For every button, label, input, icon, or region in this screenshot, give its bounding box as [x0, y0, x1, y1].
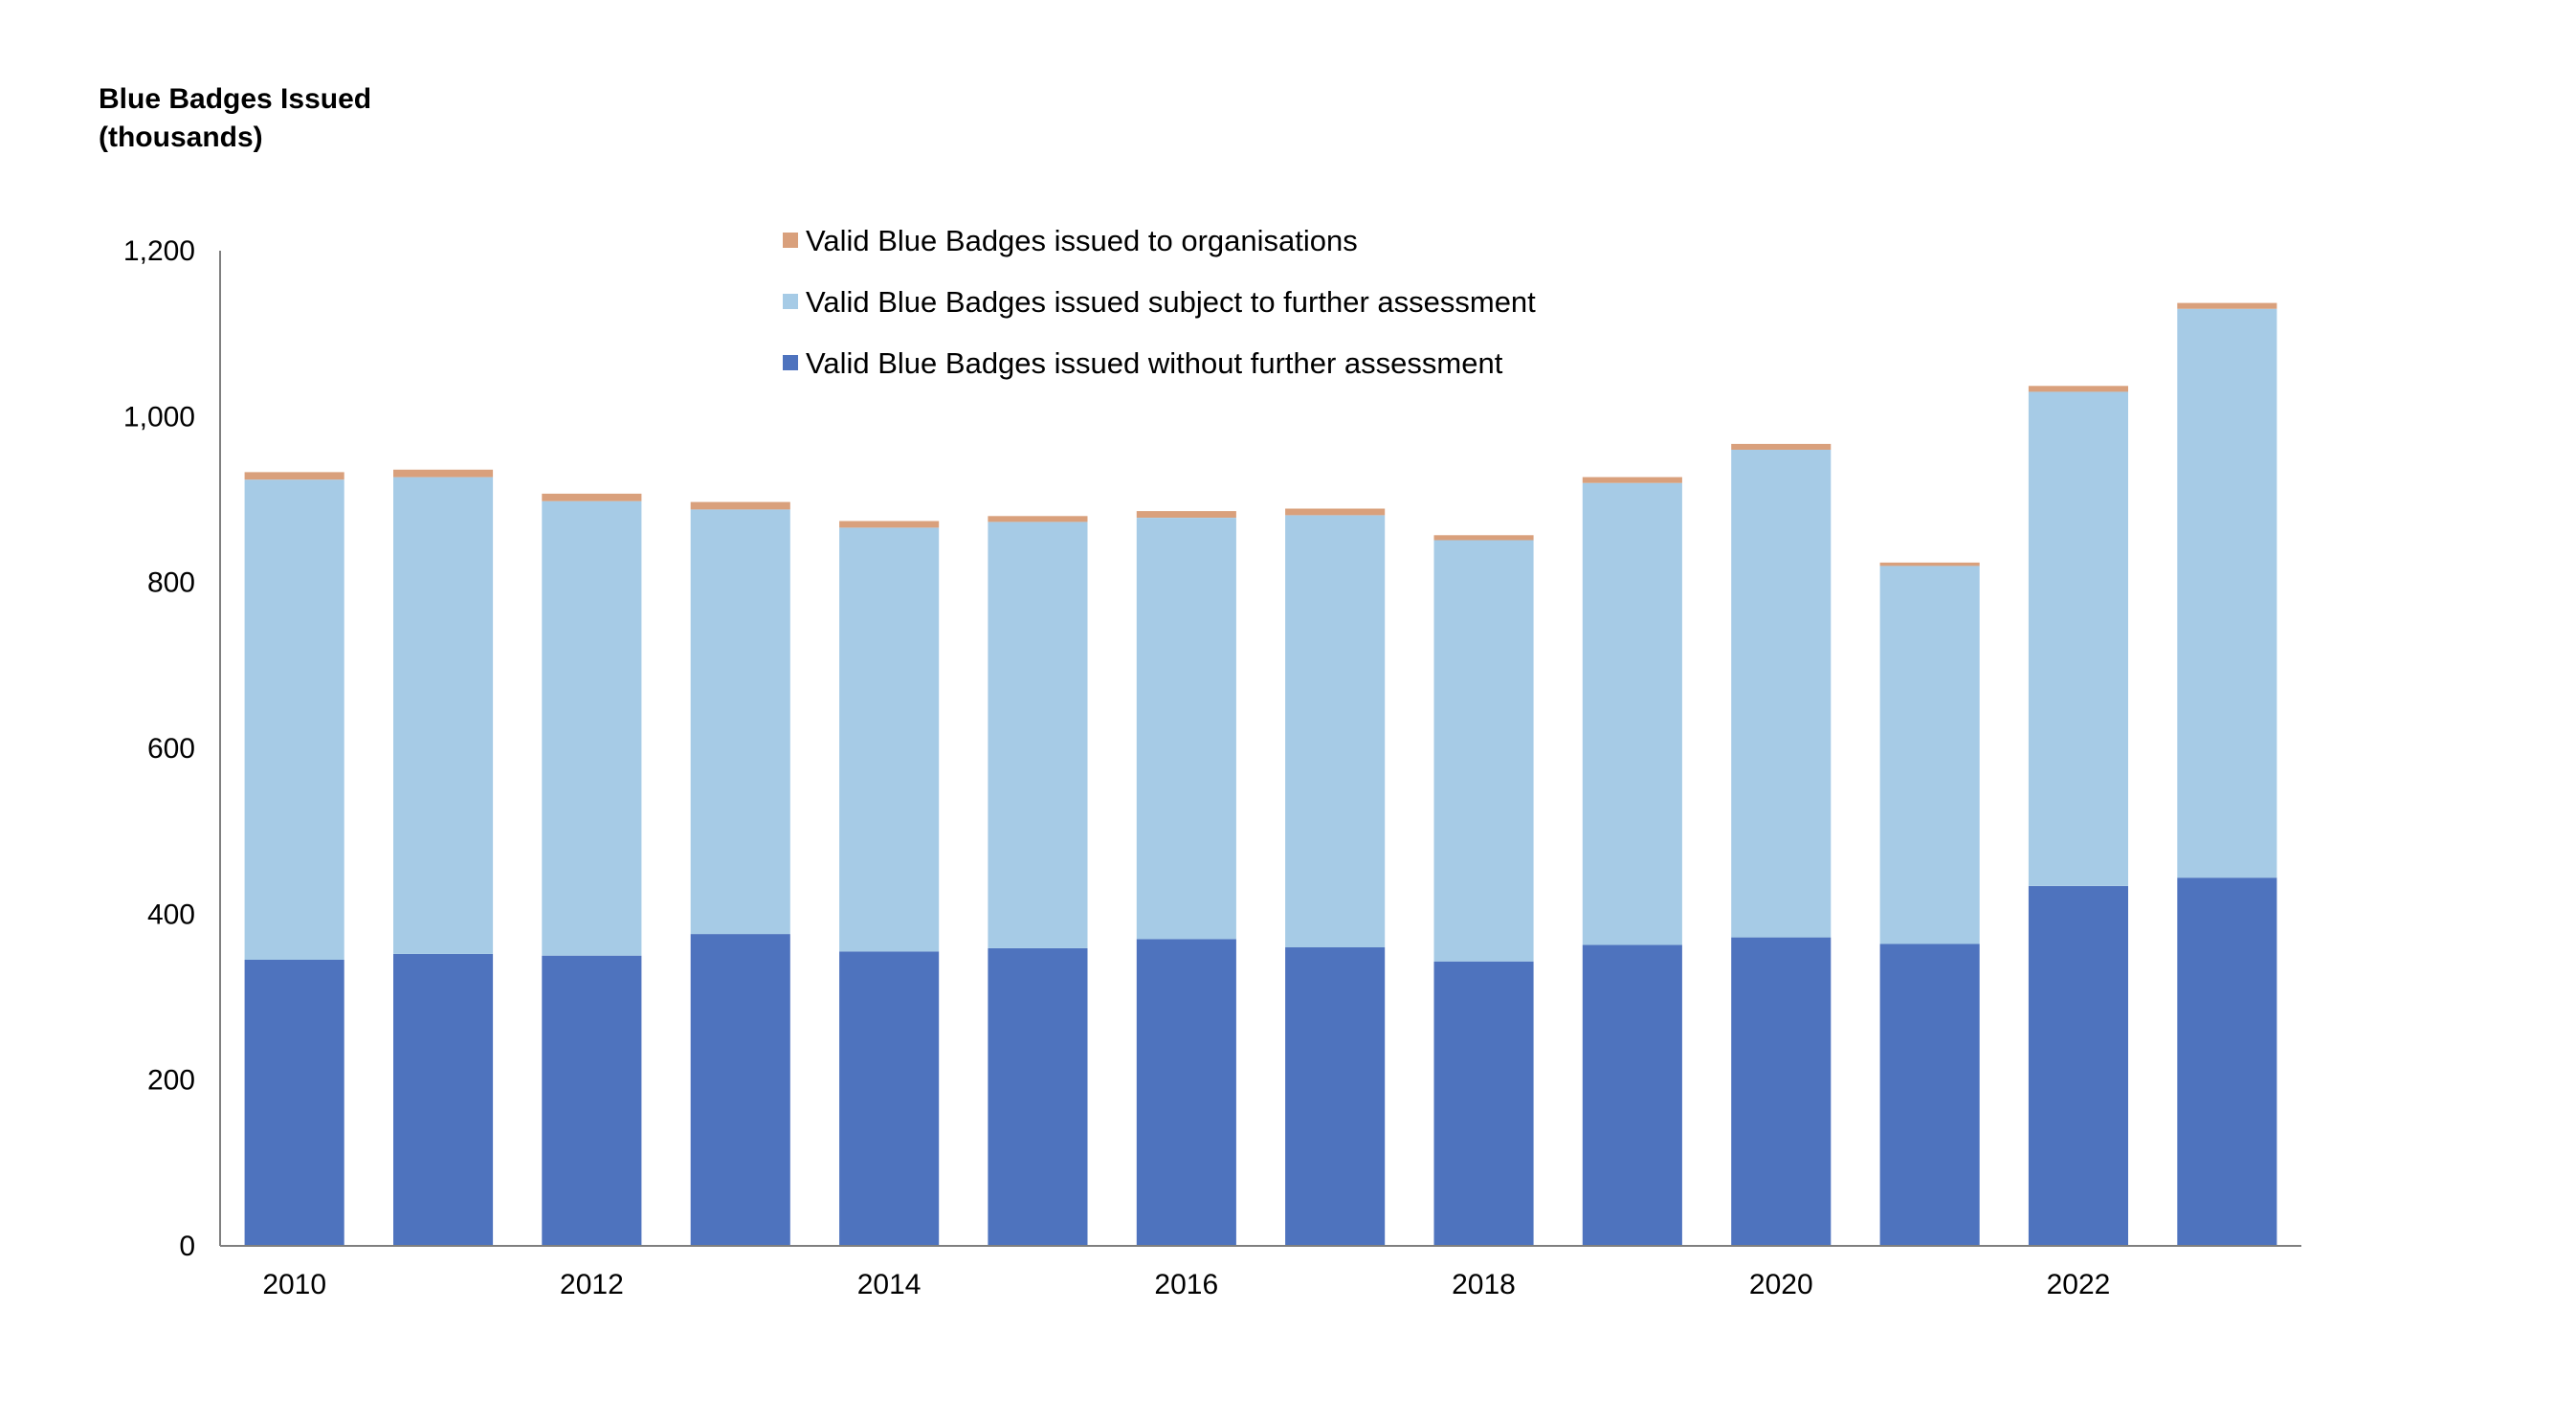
bar-2022-series-2 [2028, 386, 2128, 392]
y-tick-label: 0 [179, 1231, 195, 1262]
y-tick-label: 800 [147, 567, 195, 599]
tick-labels-group: 0 200 400 600 800 1,000 1,200 2010 2012 2014 2016 2… [123, 235, 2110, 1300]
bar-2011-series-1 [393, 477, 494, 954]
bar-2015-series-2 [988, 516, 1088, 522]
bar-2021-series-2 [1879, 562, 1980, 566]
bar-2011-series-2 [393, 469, 494, 477]
bar-2013-series-0 [690, 934, 790, 1246]
y-tick-label: 1,000 [123, 401, 195, 433]
legend-label: Valid Blue Badges issued subject to furt… [806, 285, 1536, 319]
chart-title: Blue Badges Issued (thousands) [99, 80, 371, 157]
bar-2023-series-1 [2177, 308, 2277, 878]
bar-2022-series-0 [2028, 885, 2128, 1246]
bar-2012-series-1 [542, 500, 642, 956]
bar-2020-series-0 [1731, 937, 1832, 1246]
x-tick-label: 2022 [2047, 1269, 2111, 1300]
legend: Valid Blue Badges issued to organisation… [783, 224, 1536, 380]
legend-label: Valid Blue Badges issued without further… [806, 346, 1503, 380]
bar-2010-series-2 [244, 472, 344, 480]
bar-2019-series-2 [1582, 477, 1682, 483]
bar-2014-series-2 [839, 521, 940, 528]
legend-swatch [783, 355, 798, 370]
y-tick-label: 200 [147, 1065, 195, 1097]
x-tick-label: 2018 [1452, 1269, 1516, 1300]
bar-2014-series-1 [839, 527, 940, 952]
bar-2012-series-2 [542, 493, 642, 501]
y-tick-label: 400 [147, 899, 195, 930]
bar-2012-series-0 [542, 955, 642, 1246]
bar-2014-series-0 [839, 951, 940, 1246]
bar-2018-series-2 [1433, 535, 1534, 541]
bar-2023-series-2 [2177, 302, 2277, 309]
bar-2018-series-1 [1433, 540, 1534, 962]
x-tick-label: 2016 [1154, 1269, 1218, 1300]
bar-2023-series-0 [2177, 877, 2277, 1246]
bar-2016-series-1 [1136, 518, 1236, 940]
bar-2018-series-0 [1433, 961, 1534, 1246]
bar-2021-series-1 [1879, 566, 1980, 944]
x-tick-label: 2010 [262, 1269, 326, 1300]
bar-2017-series-0 [1285, 947, 1386, 1246]
bar-2017-series-2 [1285, 508, 1386, 516]
bar-2020-series-1 [1731, 450, 1832, 938]
x-tick-label: 2020 [1749, 1269, 1813, 1300]
bar-2021-series-0 [1879, 944, 1980, 1246]
bar-2015-series-1 [988, 522, 1088, 948]
axes-group [219, 251, 2301, 1247]
x-tick-label: 2012 [560, 1269, 624, 1300]
bar-2019-series-1 [1582, 482, 1682, 945]
y-tick-label: 600 [147, 733, 195, 765]
bar-2019-series-0 [1582, 944, 1682, 1246]
bar-2022-series-1 [2028, 391, 2128, 886]
bar-2013-series-1 [690, 509, 790, 935]
legend-swatch [783, 233, 798, 248]
bar-2011-series-0 [393, 953, 494, 1246]
bar-2013-series-2 [690, 501, 790, 510]
bar-2017-series-1 [1285, 515, 1386, 947]
bar-2010-series-1 [244, 479, 344, 960]
bars-group [244, 302, 2277, 1246]
legend-label: Valid Blue Badges issued to organisation… [806, 224, 1358, 257]
bar-2015-series-0 [988, 947, 1088, 1246]
bar-2010-series-0 [244, 960, 344, 1246]
bar-2016-series-2 [1136, 511, 1236, 518]
bar-2016-series-0 [1136, 939, 1236, 1246]
chart-title-line-1: Blue Badges Issued [99, 83, 372, 115]
y-tick-label: 1,200 [123, 235, 195, 267]
bar-2020-series-2 [1731, 443, 1832, 450]
x-tick-label: 2014 [857, 1269, 922, 1300]
chart-title-line-2: (thousands) [99, 122, 263, 153]
legend-swatch [783, 294, 798, 309]
